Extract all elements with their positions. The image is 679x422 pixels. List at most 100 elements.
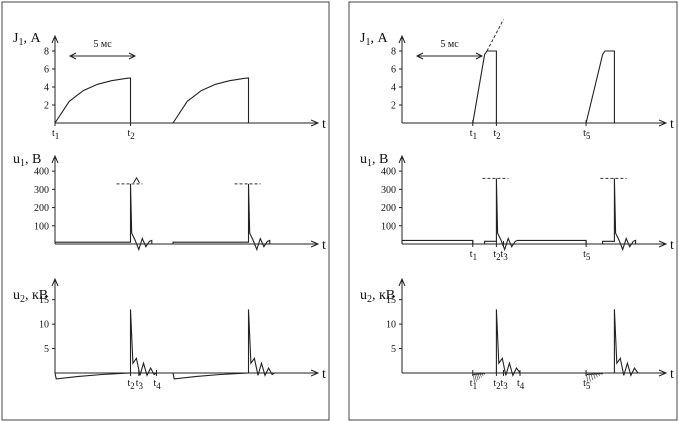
y-axis-label: u2, кВ [13,288,48,305]
event-label-t5: t5 [583,378,591,391]
subplot-2: t u1, В 100 200 300 400 [13,152,326,253]
x-axis-label: t [670,367,674,382]
x-axis-label: t [322,367,326,382]
event-label-t3: t3 [500,378,508,391]
event-label-t2: t2 [493,249,500,262]
x-axis-label: t [670,238,674,253]
hatch-mark [480,372,484,377]
y-tick-label: 300 [381,185,396,196]
duration-arrow-head-right [475,52,484,60]
y-tick-label: 6 [391,65,396,76]
y-axis-arrow [51,154,59,164]
duration-arrow-head-left [68,52,77,60]
y-axis-label: J1, А [360,31,388,48]
event-label-t1: t1 [52,128,59,141]
x-axis-label: t [670,117,674,132]
y-tick-label: 15 [39,295,49,306]
y-axis-arrow [51,277,59,287]
event-label-t1: t1 [470,249,477,262]
event-label-t2: t2 [128,128,135,141]
hatch-mark [588,372,591,382]
y-tick-label: 5 [391,344,396,355]
hatch-mark [585,372,589,384]
subplot-1: t J1, А 2 4 6 8 t1 t2 t5 [360,31,674,141]
x-axis-arrow [658,119,668,127]
y-tick-label: 400 [34,167,49,178]
x-axis-arrow [658,240,668,248]
event-label-t4: t4 [153,378,161,391]
series-line [55,183,291,252]
event-label-t5: t5 [583,249,591,262]
y-axis-arrow [51,34,59,44]
duration-arrow-head-left [415,52,424,60]
x-axis-label: t [322,117,326,132]
y-axis-label: u1, В [360,152,388,169]
subplot-1: t J1, А 2 4 6 8 t1 t2 [13,31,326,141]
series-line [54,77,250,124]
duration-arrow-head-right [128,52,137,60]
series-line [54,309,291,380]
extrapolation-line [486,19,504,52]
event-label-t1: t1 [470,128,477,141]
event-label-t3: t3 [500,249,508,262]
hatch-mark [595,372,598,378]
event-label-t3: t3 [136,378,144,391]
hatch-mark [477,372,481,379]
y-tick-label: 300 [34,185,49,196]
event-label-t2: t2 [128,378,135,391]
event-label-t1: t1 [470,378,477,391]
panel-frame [348,1,678,421]
x-axis-arrow [658,369,668,377]
hatch-mark [479,372,482,378]
y-tick-label: 100 [34,221,49,232]
x-axis-arrow [310,240,320,248]
y-axis-label: J1, А [13,31,41,48]
duration-label: 5 мс [440,39,459,50]
y-axis-arrow [398,154,406,164]
hatch-mark [475,372,479,381]
peak-caret [133,176,140,184]
y-tick-label: 2 [391,101,396,112]
series-line [402,50,638,124]
subplot-3: t u2, кВ 5 10 15 t1 t2 t3 t4 t5 [360,277,674,391]
duration-label: 5 мс [93,39,112,50]
y-tick-label: 200 [34,203,49,214]
event-label-t4: t4 [517,378,525,391]
event-label-t2: t2 [493,378,500,391]
y-tick-label: 2 [44,101,49,112]
x-axis-label: t [322,238,326,253]
y-tick-label: 4 [391,83,396,94]
y-axis-label: u2, кВ [360,288,395,305]
y-axis-arrow [398,277,406,287]
hatch-mark [482,372,486,375]
event-label-t2: t2 [493,128,500,141]
hatch-mark [590,372,594,381]
hatch-mark [474,372,477,382]
event-label-t5: t5 [583,128,591,141]
y-tick-label: 15 [386,295,396,306]
hatch-mark [597,372,601,377]
y-tick-label: 400 [381,167,396,178]
y-tick-label: 4 [44,83,49,94]
y-tick-label: 10 [386,320,396,331]
x-axis-arrow [310,369,320,377]
y-tick-label: 200 [381,203,396,214]
panel-frame [1,1,330,421]
series-line [401,178,638,252]
hatch-mark [592,372,596,379]
y-tick-label: 5 [44,344,49,355]
hatch-mark [600,372,603,375]
y-tick-label: 8 [44,47,49,58]
y-tick-label: 100 [381,221,396,232]
y-axis-arrow [398,34,406,44]
y-tick-label: 10 [39,320,49,331]
y-axis-label: u1, В [13,152,41,169]
y-tick-label: 6 [44,65,49,76]
subplot-2: t u1, В 100 200 300 400 t1 t2 t3 t5 [360,152,674,262]
x-axis-arrow [310,119,320,127]
hatch-mark [472,372,476,384]
subplot-3: t u2, кВ 5 10 15 t2 t3 t4 [13,277,326,391]
panel-left: 5 мс t J1, А 2 4 6 8 t1 t2 t u1, В 100 200 300 400 t u2,… [1,1,330,421]
